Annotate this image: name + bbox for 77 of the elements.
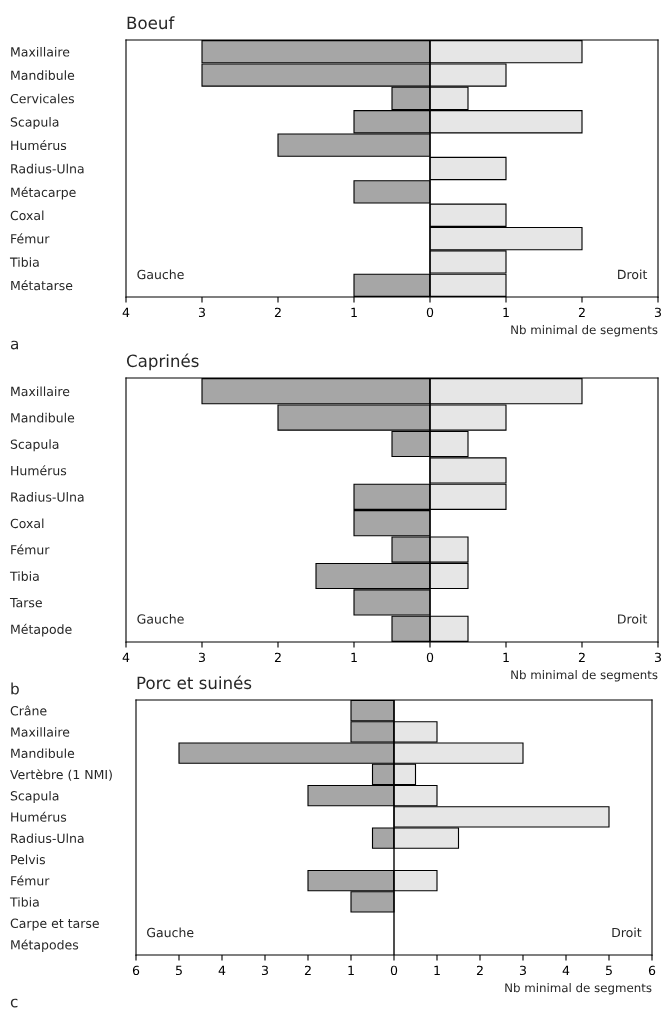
annotation: Gauche: [137, 269, 184, 280]
x-tick-label: 2: [274, 307, 281, 317]
x-tick-label: 4: [218, 965, 226, 975]
x-tick-label: 6: [132, 965, 140, 976]
y-tick-label: Scapula: [10, 439, 59, 452]
x-tick-label: 1: [351, 652, 357, 662]
y-tick-label: Métatarse: [11, 280, 73, 291]
y-tick-label: Maxillaire: [11, 46, 70, 57]
y-tick-label: Humérus: [11, 811, 67, 822]
x-tick-label: 3: [198, 307, 205, 318]
y-tick-label: Coxal: [10, 518, 44, 529]
y-tick-label: Radius-Ulna: [11, 492, 84, 502]
y-tick-label: Radius-Ulna: [11, 833, 84, 844]
x-axis-title: Nb minimal de segments: [511, 670, 658, 682]
x-tick-label: 6: [648, 965, 656, 976]
y-tick-label: Scapula: [10, 790, 59, 803]
x-axis-title: Nb minimal de segments: [511, 325, 658, 337]
annotation: Droit: [612, 927, 642, 938]
y-tick-label: Carpe et tarse: [10, 918, 99, 931]
x-tick-label: 4: [122, 652, 130, 662]
x-tick-label: 3: [654, 307, 661, 318]
x-tick-label: 3: [261, 965, 268, 976]
y-tick-label: Vertèbre (1 NMI): [10, 769, 112, 781]
annotation: Droit: [618, 269, 648, 280]
y-tick-label: Mandibule: [11, 70, 75, 80]
y-tick-label: Pelvis: [11, 854, 46, 865]
y-tick-label: Métapodes: [11, 939, 79, 952]
y-tick-label: Crâne: [10, 705, 47, 716]
y-tick-label: Tarse: [9, 598, 42, 608]
chart-title: Caprinés: [126, 353, 199, 371]
y-tick-label: Scapula: [10, 117, 59, 130]
x-tick-label: 4: [122, 307, 130, 317]
y-tick-label: Fémur: [11, 544, 50, 555]
x-tick-label: 0: [390, 965, 398, 976]
x-tick-label: 5: [605, 965, 612, 976]
x-tick-label: 1: [503, 307, 509, 317]
x-tick-label: 0: [426, 652, 434, 663]
annotation: Gauche: [147, 927, 194, 938]
chart-title: Porc et suinés: [137, 675, 252, 690]
y-tick-label: Cervicales: [10, 93, 75, 104]
y-tick-label: Mandibule: [11, 748, 75, 759]
x-axis-title: Nb minimal de segments: [505, 983, 652, 995]
chart-title: Boeuf: [127, 16, 175, 30]
y-tick-label: Radius-Ulna: [11, 163, 84, 174]
x-tick-label: 1: [503, 652, 509, 662]
x-tick-label: 5: [175, 965, 182, 976]
y-tick-label: Maxillaire: [11, 727, 70, 737]
y-tick-label: Humérus: [11, 139, 67, 151]
x-tick-label: 2: [476, 965, 483, 975]
y-tick-label: Tibia: [9, 897, 39, 907]
x-tick-label: 3: [519, 965, 526, 976]
x-tick-label: 2: [304, 965, 311, 975]
text: c: [10, 998, 18, 1008]
y-tick-label: Tibia: [9, 257, 39, 267]
y-tick-label: Humérus: [11, 465, 67, 476]
y-tick-label: Tibia: [9, 571, 39, 581]
annotation: Droit: [618, 614, 648, 624]
x-tick-label: 3: [198, 652, 205, 663]
y-tick-label: Coxal: [10, 210, 44, 221]
x-tick-label: 1: [434, 965, 440, 975]
y-tick-label: Métapode: [11, 623, 72, 637]
y-tick-label: Maxillaire: [11, 386, 70, 397]
y-tick-label: Fémur: [11, 875, 50, 886]
x-tick-label: 2: [274, 652, 281, 662]
x-tick-label: 2: [578, 652, 585, 662]
annotation: Gauche: [137, 614, 184, 624]
text: a: [10, 340, 18, 350]
x-tick-label: 1: [351, 307, 357, 317]
y-tick-label: Mandibule: [11, 412, 75, 423]
y-tick-label: Fémur: [11, 233, 50, 244]
x-tick-label: 4: [562, 965, 570, 975]
x-tick-label: 1: [348, 965, 354, 975]
x-tick-label: 0: [426, 307, 434, 318]
text: b: [11, 682, 19, 695]
y-tick-label: Métacarpe: [11, 186, 76, 200]
x-tick-label: 2: [578, 307, 585, 317]
x-tick-label: 3: [654, 652, 661, 663]
